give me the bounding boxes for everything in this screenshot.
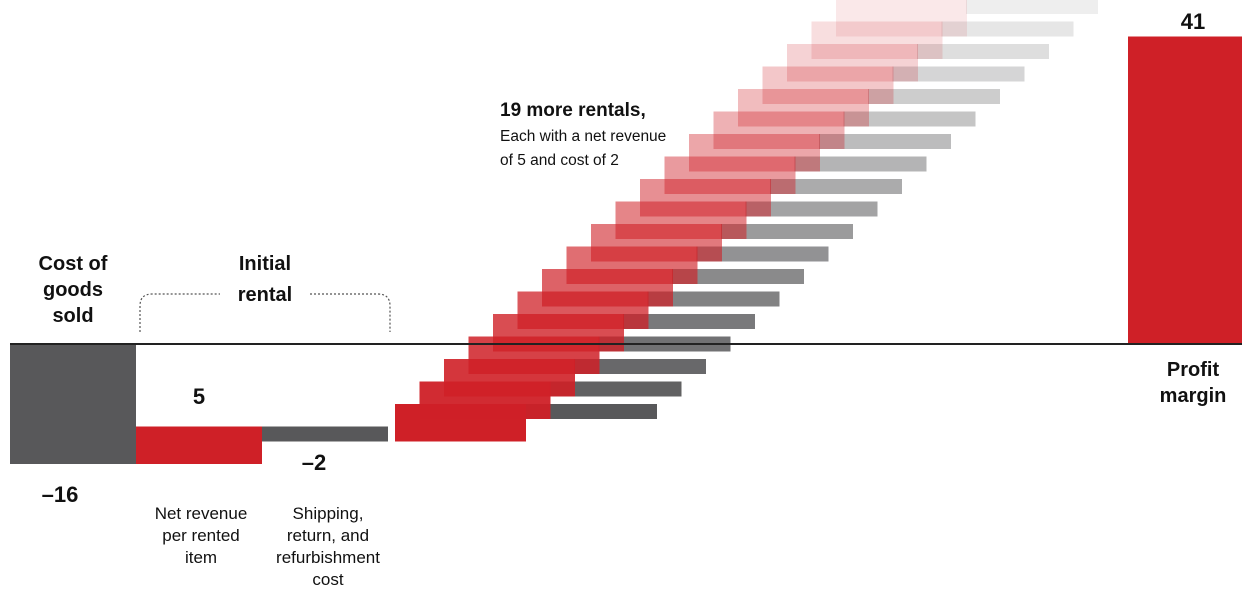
category-label-shipping: refurbishment [276,548,380,567]
category-label-cost-of-goods: Cost of [39,253,108,275]
group-label-initial-rental: Initial [239,253,291,275]
main-bars [10,36,1242,464]
category-label-cost-of-goods: goods [43,279,103,301]
rental-cost-bar-1 [525,404,657,419]
rental-revenue-bar-11 [640,179,771,217]
rental-revenue-bar-15 [738,89,869,127]
category-label-profit-margin: Profit [1167,359,1220,381]
rental-revenue-bar-19 [836,0,967,37]
rental-revenue-bar-16 [762,66,894,104]
repeat-rental-bars [395,0,1098,442]
rental-revenue-bar-18 [811,21,943,59]
initial-rental-bracket [139,293,391,332]
value-label-cost-of-goods: –16 [42,482,79,507]
rental-cost-bar-14 [843,111,976,127]
rental-cost-bar-6 [647,291,780,307]
rental-cost-bar-16 [892,66,1025,82]
bar-profit-margin [1128,36,1242,344]
rental-cost-bar-12 [794,156,927,172]
rental-cost-bar-3 [574,359,706,374]
annotation-text: of 5 and cost of 2 [500,152,619,169]
labels: Cost of goods sold Net revenue per rented ite… [39,9,1227,589]
rental-revenue-bar-17 [787,44,918,82]
annotation-text: Each with a net revenue [500,128,666,145]
category-label-net-revenue: Net revenue [155,504,248,523]
bar-net-revenue [136,426,262,464]
rental-revenue-bar-12 [664,156,796,194]
rental-cost-bar-17 [917,44,1049,59]
category-label-shipping: return, and [287,526,369,545]
value-label-profit-margin: 41 [1181,9,1205,34]
rental-cost-bar-10 [745,201,878,217]
value-label-shipping: –2 [302,450,326,475]
category-label-net-revenue: item [185,548,217,567]
group-label-initial-rental: rental [238,284,292,306]
rental-cost-bar-7 [672,269,804,284]
annotation-title: 19 more rentals, [500,100,646,121]
rental-cost-bar-13 [819,134,951,149]
category-label-shipping: Shipping, [293,504,364,523]
category-label-profit-margin: margin [1160,385,1227,407]
rental-cost-bar-8 [696,246,829,262]
rental-cost-bar-5 [623,314,755,329]
category-label-net-revenue: per rented [162,526,240,545]
rental-revenue-bar-13 [689,134,820,172]
rental-cost-bar-19 [966,0,1098,14]
category-label-shipping: cost [312,570,343,589]
bar-shipping-cost [262,426,388,442]
rental-cost-bar-9 [721,224,853,239]
rental-cost-bar-18 [941,21,1074,37]
rental-cost-bar-11 [770,179,902,194]
rental-revenue-bar-14 [713,111,845,149]
rental-cost-bar-15 [868,89,1000,104]
value-label-net-revenue: 5 [193,384,205,409]
category-label-cost-of-goods: sold [52,305,93,327]
bar-cost-of-goods-sold [10,344,136,464]
rental-cost-bar-2 [549,381,682,397]
